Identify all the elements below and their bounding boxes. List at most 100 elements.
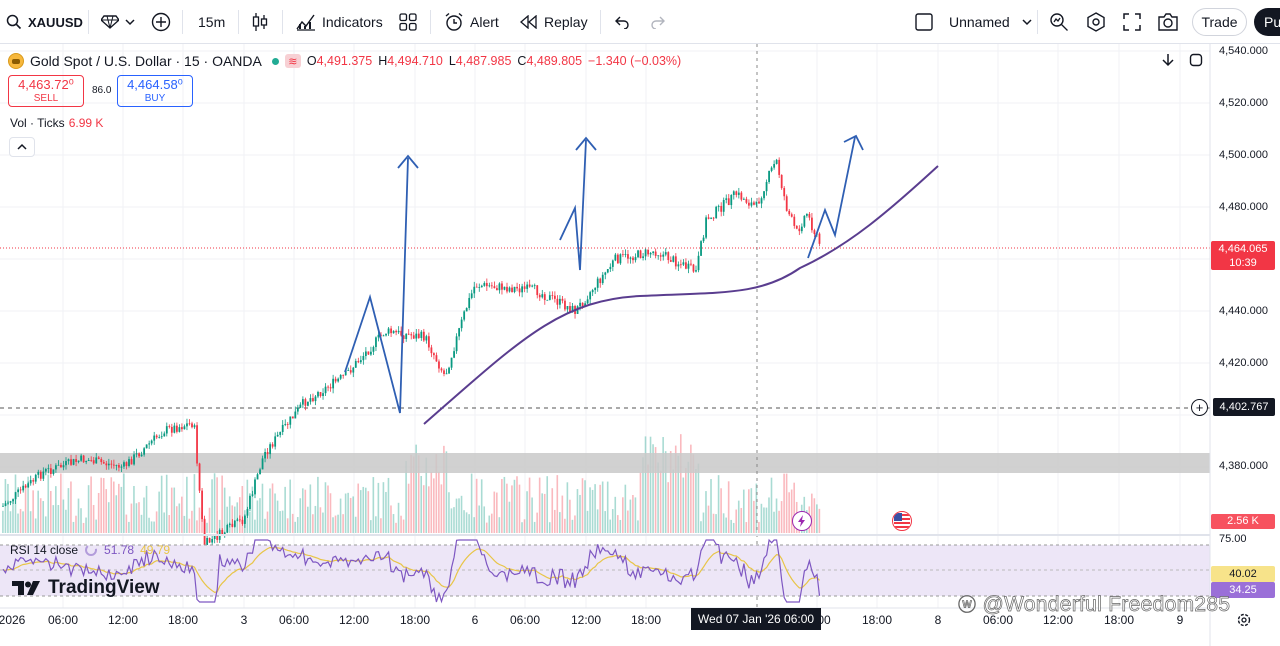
volume-bar	[755, 483, 758, 533]
fullscreen-button[interactable]	[1123, 0, 1141, 44]
layout-name: Unnamed	[949, 14, 1010, 30]
layout-menu[interactable]: Unnamed	[915, 0, 1032, 44]
volume-bar	[72, 521, 75, 533]
candle	[727, 198, 730, 206]
volume-bar	[700, 521, 702, 533]
candle	[193, 425, 196, 428]
candle	[150, 440, 153, 444]
volume-bar	[158, 491, 160, 533]
quick-search-button[interactable]	[1049, 0, 1069, 44]
volume-bar	[375, 516, 377, 533]
scroll-down-button[interactable]	[1158, 50, 1178, 70]
candle	[125, 462, 128, 466]
volume-bar	[783, 473, 785, 533]
candle	[392, 330, 395, 334]
candle	[526, 284, 529, 289]
candle	[382, 335, 385, 337]
time-axis[interactable]: 2026 06:00 12:00 18:00 3 06:00 12:00 18:…	[0, 608, 1210, 632]
trade-button[interactable]: Trade	[1192, 8, 1247, 36]
compare-button[interactable]	[151, 0, 171, 44]
volume-bar	[818, 508, 821, 533]
chart-pane[interactable]	[0, 44, 1280, 646]
candle	[221, 529, 224, 535]
volume-bar	[687, 461, 690, 533]
market-open-dot	[271, 57, 279, 65]
candle	[307, 401, 309, 406]
candle	[231, 523, 234, 527]
time-label: 06:00	[47, 613, 79, 627]
symbol-legend[interactable]: Gold Spot / U.S. Dollar · 15 · OANDA ≋ O…	[8, 52, 687, 70]
replay-button[interactable]: Replay	[520, 0, 588, 44]
candle	[548, 295, 551, 300]
candle	[584, 303, 587, 307]
axis-settings-button[interactable]	[1236, 612, 1252, 633]
indicators-button[interactable]: Indicators	[296, 0, 383, 44]
candle	[702, 237, 705, 242]
redo-button[interactable]	[650, 0, 666, 44]
candle	[85, 460, 88, 463]
alert-button[interactable]: Alert	[444, 0, 499, 44]
candle	[788, 210, 791, 215]
us-economic-event-icon[interactable]	[892, 511, 912, 531]
candle	[246, 509, 249, 516]
volume-bar	[465, 512, 468, 533]
volume-bar	[329, 493, 332, 533]
candle	[818, 233, 821, 244]
volume-legend[interactable]: Vol · Ticks 6.99 K	[10, 116, 103, 130]
maximize-pane-button[interactable]	[1186, 50, 1206, 70]
candle	[271, 444, 274, 447]
templates-button[interactable]	[399, 0, 417, 44]
candle	[420, 331, 423, 338]
symbol-search[interactable]: XAUUSD	[6, 0, 83, 44]
collapse-legend-button[interactable]	[9, 137, 35, 157]
tradingview-logo[interactable]: TradingView	[12, 577, 160, 599]
low-key: L	[448, 54, 456, 68]
candle	[251, 494, 254, 496]
candle	[798, 228, 801, 232]
rsi-legend[interactable]: RSI 14 close 51.78 49.79	[10, 543, 170, 557]
volume-bar	[732, 522, 735, 533]
volume-bar	[402, 519, 405, 533]
candle	[758, 201, 760, 204]
candle	[206, 537, 209, 546]
volume-bar	[624, 484, 627, 533]
candle	[34, 474, 37, 482]
chart-type-menu[interactable]	[101, 0, 135, 44]
settings-button[interactable]	[1086, 0, 1106, 44]
time-label: 6	[471, 613, 479, 627]
volume-bar	[707, 505, 710, 533]
undo-button[interactable]	[614, 0, 630, 44]
volume-bar	[485, 522, 488, 533]
dividend-event-icon[interactable]	[792, 511, 812, 531]
square-icon	[915, 13, 933, 31]
interval-label: 15m	[198, 14, 226, 30]
volume-bar	[662, 437, 664, 533]
candle	[312, 398, 314, 402]
candle	[324, 386, 327, 394]
volume-bar	[80, 508, 82, 533]
volume-bar	[433, 478, 435, 533]
volume-bar	[170, 487, 173, 533]
snapshot-button[interactable]	[1157, 0, 1179, 44]
sell-button[interactable]: 4,463.72⁰ SELL	[8, 75, 84, 107]
volume-bar	[415, 444, 417, 533]
chart-canvas[interactable]	[0, 44, 1280, 646]
candle	[14, 492, 17, 500]
volume-bar	[765, 507, 768, 533]
volume-bar	[559, 512, 561, 533]
add-alert-plus-icon[interactable]: +	[1191, 399, 1208, 416]
candle	[596, 278, 599, 288]
volume-bar	[377, 482, 380, 533]
interval-button[interactable]: 15m	[198, 0, 225, 44]
volume-bar	[317, 476, 319, 533]
buy-button[interactable]: 4,464.58⁰ BUY	[117, 75, 193, 107]
publish-button[interactable]: Pu	[1254, 8, 1280, 36]
candle	[80, 455, 83, 461]
close-value: 4,489.805	[526, 54, 583, 68]
candles-style-button[interactable]	[252, 0, 268, 44]
candle	[140, 454, 143, 457]
rewind-icon	[520, 15, 537, 29]
candle	[453, 351, 455, 358]
candle	[148, 443, 151, 445]
candle	[201, 490, 203, 520]
